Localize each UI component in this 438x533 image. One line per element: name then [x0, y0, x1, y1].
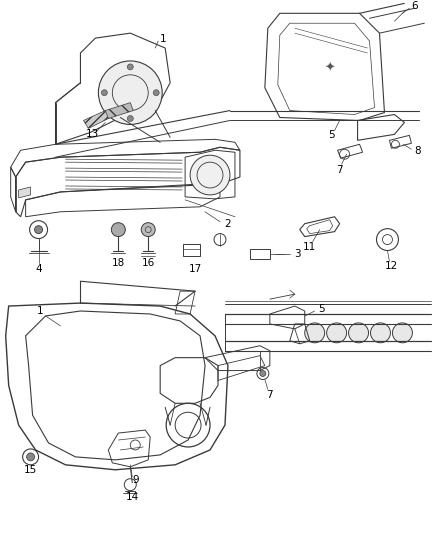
Circle shape: [305, 323, 325, 343]
Text: 13: 13: [86, 130, 99, 139]
Circle shape: [127, 64, 133, 70]
Circle shape: [127, 116, 133, 122]
Text: 2: 2: [225, 219, 231, 229]
Text: 8: 8: [414, 146, 420, 156]
Circle shape: [190, 155, 230, 195]
Circle shape: [260, 370, 266, 376]
Text: 3: 3: [294, 249, 301, 260]
Text: 6: 6: [411, 2, 418, 11]
Circle shape: [349, 323, 368, 343]
Text: ✦: ✦: [325, 61, 335, 75]
Text: 12: 12: [385, 261, 398, 271]
Circle shape: [153, 90, 159, 95]
Text: 15: 15: [24, 465, 37, 475]
Polygon shape: [19, 187, 31, 198]
Circle shape: [99, 61, 162, 124]
Text: 11: 11: [303, 241, 316, 252]
Text: 1: 1: [37, 306, 44, 316]
Text: 1: 1: [160, 34, 166, 44]
Circle shape: [141, 223, 155, 237]
Circle shape: [35, 225, 42, 233]
Text: 5: 5: [318, 304, 325, 314]
Polygon shape: [83, 110, 110, 128]
Text: 14: 14: [126, 491, 139, 502]
Polygon shape: [106, 103, 133, 118]
Circle shape: [327, 323, 346, 343]
Text: 5: 5: [328, 131, 335, 140]
Text: 7: 7: [267, 390, 273, 400]
Circle shape: [27, 453, 35, 461]
Circle shape: [392, 323, 413, 343]
Text: 16: 16: [141, 259, 155, 269]
Circle shape: [111, 223, 125, 237]
Circle shape: [371, 323, 390, 343]
Text: 17: 17: [188, 264, 202, 274]
Circle shape: [101, 90, 107, 95]
Text: 9: 9: [132, 475, 138, 484]
Text: 7: 7: [336, 165, 343, 175]
Text: 18: 18: [112, 259, 125, 269]
Text: 4: 4: [35, 264, 42, 274]
